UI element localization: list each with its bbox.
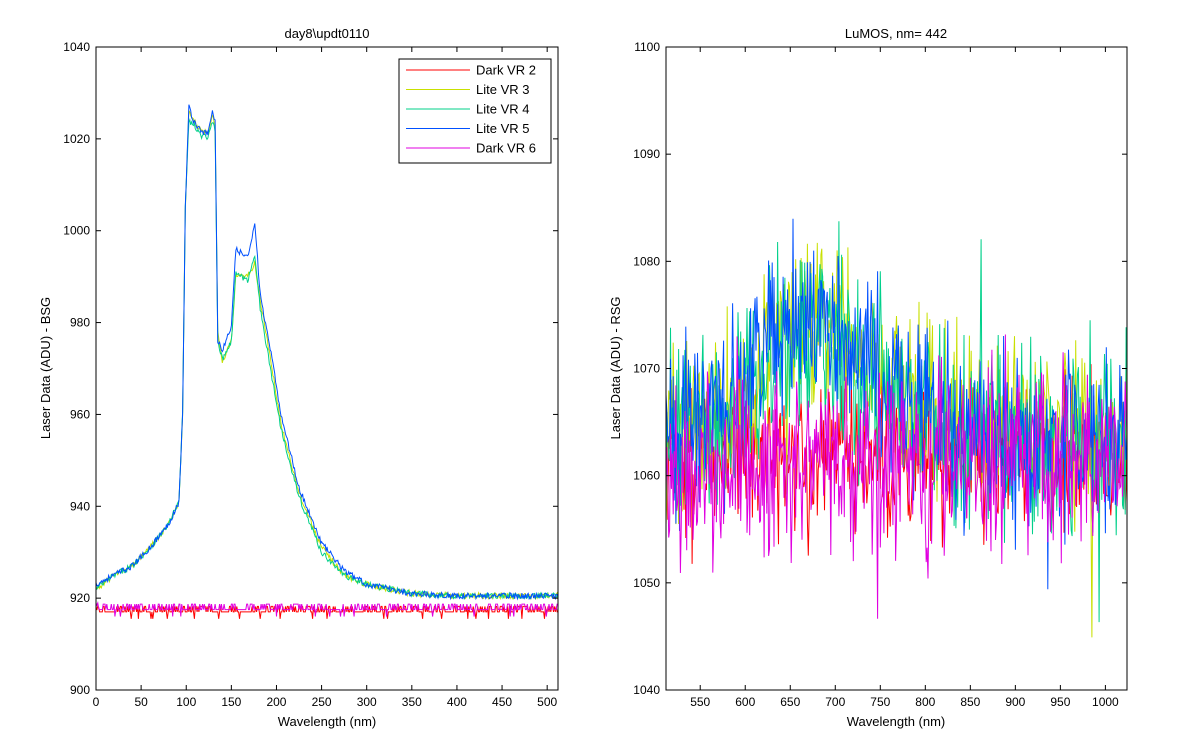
x-tick-label: 550	[690, 695, 710, 709]
y-tick-label: 900	[70, 683, 90, 697]
legend-entry-dark-vr-6: Dark VR 6	[476, 141, 536, 156]
legend-entry-lite-vr-3: Lite VR 3	[476, 82, 529, 97]
right-chart: 550 600 650 700 750 800 850 900 950 1000 1040 1050 1…	[608, 26, 1128, 729]
x-tick-label: 250	[312, 695, 332, 709]
x-tick-label: 950	[1050, 695, 1070, 709]
series-line-lite-vr-5	[96, 104, 558, 601]
y-tick-label: 1040	[633, 683, 660, 697]
y-tick-label: 1060	[633, 469, 660, 483]
left-series-layer	[96, 104, 558, 619]
y-tick-label: 1100	[634, 40, 660, 54]
x-tick-label: 700	[825, 695, 845, 709]
legend-box	[398, 58, 552, 164]
series-line-dark-vr-6	[666, 334, 1127, 619]
x-tick-label: 650	[780, 695, 800, 709]
series-line-dark-vr-6	[96, 600, 558, 617]
right-ticks: 550 600 650 700 750 800 850 900 950 1000 1040 1050 1…	[633, 40, 1127, 709]
y-tick-label: 1000	[63, 224, 90, 238]
series-line-lite-vr-5	[666, 218, 1127, 590]
y-tick-label: 1090	[633, 147, 660, 161]
left-chart: 0 50 100 150 200 250 300 350 400 450 500 900 920 940 9…	[38, 26, 559, 729]
right-x-axis-label: Wavelength (nm)	[847, 714, 946, 729]
x-tick-label: 100	[176, 695, 196, 709]
right-axes-frame	[665, 46, 1128, 691]
x-tick-label: 450	[492, 695, 512, 709]
x-tick-label: 150	[221, 695, 241, 709]
y-tick-label: 1020	[63, 132, 90, 146]
left-axes-frame	[95, 46, 559, 691]
left-ticks: 0 50 100 150 200 250 300 350 400 450 500 900 920 940 9…	[63, 40, 558, 709]
left-legend: Dark VR 2 Lite VR 3 Lite VR 4 Lite VR 5 Dark…	[398, 58, 552, 164]
legend-entry-dark-vr-2: Dark VR 2	[476, 63, 536, 78]
y-tick-label: 1070	[633, 362, 660, 376]
y-tick-label: 980	[70, 316, 90, 330]
x-tick-label: 400	[447, 695, 467, 709]
left-chart-title: day8\updt0110	[284, 26, 369, 41]
left-x-axis-label: Wavelength (nm)	[278, 714, 377, 729]
x-tick-label: 600	[735, 695, 755, 709]
x-tick-label: 0	[93, 695, 100, 709]
x-tick-label: 750	[870, 695, 890, 709]
right-series-layer	[666, 218, 1127, 638]
x-tick-label: 850	[960, 695, 980, 709]
legend-entry-lite-vr-4: Lite VR 4	[476, 102, 529, 117]
x-tick-label: 900	[1005, 695, 1025, 709]
y-tick-label: 1040	[63, 40, 90, 54]
x-tick-label: 800	[915, 695, 935, 709]
y-tick-label: 1080	[633, 254, 660, 268]
x-tick-label: 200	[266, 695, 286, 709]
left-y-axis-label: Laser Data (ADU) - BSG	[38, 297, 53, 439]
legend-entry-lite-vr-5: Lite VR 5	[476, 121, 529, 136]
x-tick-label: 350	[402, 695, 422, 709]
right-y-axis-label: Laser Data (ADU) - RSG	[608, 296, 623, 439]
y-tick-label: 920	[70, 591, 90, 605]
x-tick-label: 500	[537, 695, 557, 709]
y-tick-label: 960	[70, 407, 90, 421]
right-chart-title: LuMOS, nm= 442	[845, 26, 947, 41]
y-tick-label: 940	[70, 499, 90, 513]
x-tick-label: 50	[134, 695, 148, 709]
x-tick-label: 300	[357, 695, 377, 709]
x-tick-label: 1000	[1092, 695, 1119, 709]
y-tick-label: 1050	[633, 576, 660, 590]
